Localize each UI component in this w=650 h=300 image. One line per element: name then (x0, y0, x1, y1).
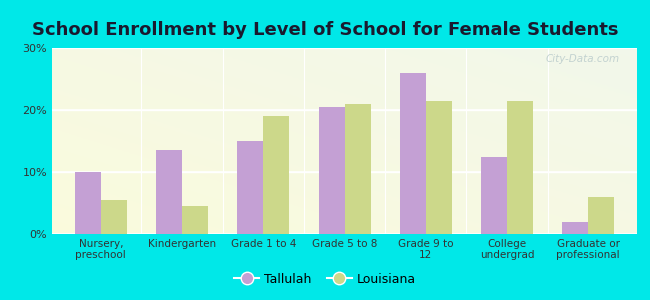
Bar (507, 101, 533, 234)
Bar (318, 107, 344, 234)
Bar (481, 157, 507, 234)
Bar (101, 200, 127, 234)
Bar (156, 150, 182, 234)
Text: School Enrollment by Level of School for Female Students: School Enrollment by Level of School for… (32, 21, 618, 39)
Bar (588, 197, 614, 234)
Bar (182, 206, 208, 234)
Bar (400, 73, 426, 234)
Bar (263, 116, 289, 234)
Bar (426, 101, 452, 234)
Bar (562, 222, 588, 234)
Bar (344, 104, 370, 234)
Bar (237, 141, 263, 234)
Text: City-Data.com: City-Data.com (545, 54, 619, 64)
Bar (75, 172, 101, 234)
Legend: Tallulah, Louisiana: Tallulah, Louisiana (229, 268, 421, 291)
